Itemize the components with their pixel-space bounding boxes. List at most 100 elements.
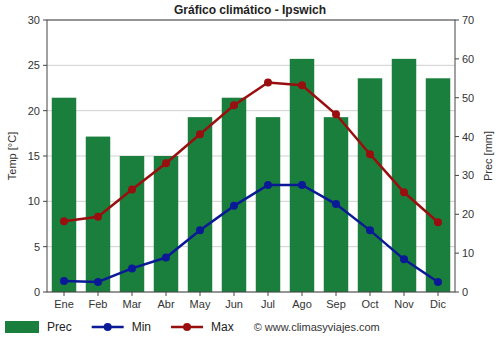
marker [60,217,68,225]
marker [400,188,408,196]
legend-marker [104,323,112,331]
bar [392,59,416,292]
tick-label: 50 [462,92,474,104]
tick [455,253,459,254]
tick [455,175,459,176]
tick-label: 20 [28,105,40,117]
tick-label: Oct [361,298,378,310]
marker [162,254,170,262]
tick [455,292,459,293]
marker [264,79,272,87]
marker [128,264,136,272]
tick-label: 20 [462,208,474,220]
marker [94,213,102,221]
tick-label: Ene [54,298,74,310]
marker [162,159,170,167]
tick [455,97,459,98]
tick [64,292,65,296]
axis-label: Temp [°C] [6,132,18,180]
tick-label: 30 [28,14,40,26]
bar [256,117,280,292]
tick [43,201,47,202]
frame [47,20,455,292]
tick [438,292,439,296]
marker [332,110,340,118]
marker [434,218,442,226]
tick [43,65,47,66]
tick [166,292,167,296]
legend-label: Prec [47,320,72,334]
tick [336,292,337,296]
tick-label: 25 [28,59,40,71]
tick [43,246,47,247]
tick-label: 30 [462,169,474,181]
marker [230,101,238,109]
tick-label: Jul [261,298,275,310]
background [0,0,500,350]
tick [302,292,303,296]
title: Gráfico climático - Ipswich [174,3,326,17]
tick [370,292,371,296]
legend-label: Min [132,320,151,334]
chart: Gráfico climático - Ipswich0510152025300… [0,0,500,350]
marker [60,277,68,285]
bar [188,117,212,292]
tick-label: Dic [430,298,446,310]
marker [196,226,204,234]
tick-label: Sep [326,298,346,310]
tick-label: Feb [89,298,108,310]
marker [230,202,238,210]
tick-label: Jun [225,298,243,310]
tick-label: 10 [462,247,474,259]
legend-marker [183,323,191,331]
tick-label: 60 [462,53,474,65]
tick-label: 0 [462,286,468,298]
line [64,83,438,223]
annotation: © www.climasyviajes.com [254,321,380,333]
tick-label: 5 [34,241,40,253]
tick [132,292,133,296]
tick-label: Mar [123,298,142,310]
bar [52,98,76,292]
tick [234,292,235,296]
marker [94,278,102,286]
tick [200,292,201,296]
tick [404,292,405,296]
bar [154,156,178,292]
marker [264,181,272,189]
tick [455,136,459,137]
bar [222,98,246,292]
marker [400,255,408,263]
marker [196,130,204,138]
tick [455,58,459,59]
axis-label: Prec [mm] [482,131,494,181]
tick [43,20,47,21]
tick [268,292,269,296]
legend-label: Max [211,320,234,334]
legend-swatch [5,321,39,333]
bar [426,78,450,292]
marker [434,278,442,286]
bar [86,137,110,292]
tick [43,110,47,111]
tick-label: Abr [157,298,174,310]
bar [324,117,348,292]
marker [332,200,340,208]
tick [98,292,99,296]
marker [366,150,374,158]
tick-label: 70 [462,14,474,26]
marker [298,81,306,89]
marker [298,181,306,189]
tick-label: 10 [28,195,40,207]
marker [366,226,374,234]
tick-label: 40 [462,131,474,143]
tick-label: Ago [292,298,312,310]
tick-label: May [190,298,211,310]
tick [43,292,47,293]
tick [43,156,47,157]
tick-label: Nov [394,298,414,310]
tick-label: 15 [28,150,40,162]
tick [455,20,459,21]
marker [128,186,136,194]
plot-marks [52,59,450,292]
